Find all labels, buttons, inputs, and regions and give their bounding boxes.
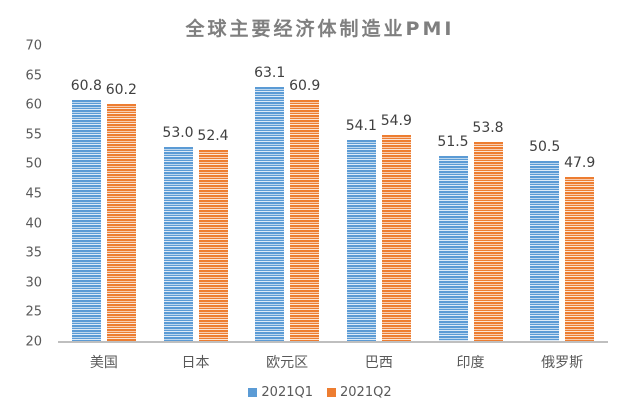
- y-tick-label: 60: [25, 97, 42, 113]
- data-label: 63.1: [254, 64, 286, 81]
- data-label: 51.5: [437, 133, 469, 150]
- legend: 2021Q1 2021Q2: [0, 385, 640, 400]
- bar-2021q1: [163, 146, 193, 342]
- y-tick-label: 30: [25, 275, 42, 291]
- data-label: 60.9: [289, 77, 321, 94]
- y-tick-label: 40: [25, 216, 42, 232]
- bar-2021q1: [346, 140, 376, 342]
- legend-item-q1: 2021Q1: [248, 385, 313, 400]
- x-category-label: 巴西: [364, 355, 393, 371]
- data-label: 54.9: [380, 113, 412, 130]
- y-tick-label: 55: [25, 127, 42, 143]
- y-tick-label: 50: [25, 156, 42, 172]
- bar-2021q2: [290, 99, 320, 342]
- data-label: 60.8: [70, 78, 102, 95]
- bar-2021q2: [473, 141, 503, 342]
- bar-2021q2: [106, 104, 136, 342]
- x-category-label: 俄罗斯: [541, 355, 584, 371]
- chart-title: 全球主要经济体制造业PMI: [185, 18, 455, 40]
- y-tick-label: 20: [25, 334, 42, 350]
- x-axis-line: [58, 341, 608, 343]
- y-tick-label: 45: [25, 186, 42, 202]
- bar-2021q2: [198, 150, 228, 342]
- y-tick-label: 35: [25, 245, 42, 261]
- x-category-label: 印度: [456, 355, 485, 371]
- data-label: 47.9: [564, 154, 596, 171]
- data-label: 53.8: [472, 119, 504, 136]
- data-label: 60.2: [105, 82, 137, 99]
- bar-2021q1: [530, 161, 560, 342]
- bar-2021q2: [381, 135, 411, 342]
- legend-item-q2: 2021Q2: [327, 385, 392, 400]
- bar-2021q2: [565, 176, 595, 342]
- x-category-label: 美国: [89, 355, 118, 371]
- data-label: 52.4: [197, 128, 229, 145]
- legend-swatch-blue-icon: [248, 388, 258, 397]
- y-tick-label: 25: [25, 304, 42, 320]
- y-tick-label: 70: [25, 38, 42, 54]
- legend-label: 2021Q1: [261, 385, 313, 400]
- bar-2021q1: [71, 100, 101, 342]
- data-label: 54.1: [345, 118, 377, 135]
- data-label: 50.5: [529, 139, 561, 156]
- x-category-label: 日本: [181, 355, 210, 371]
- legend-label: 2021Q2: [340, 385, 392, 400]
- legend-swatch-orange-icon: [327, 388, 336, 397]
- bar-2021q1: [438, 155, 468, 342]
- plot-area: 60.8 60.2 53.0 52.4 63.1 60.9 54.1 54.9 51.5 53.8…: [58, 46, 608, 342]
- y-tick-label: 65: [25, 68, 42, 84]
- x-category-label: 欧元区: [266, 355, 309, 371]
- data-label: 53.0: [162, 124, 194, 141]
- bar-2021q1: [255, 86, 285, 342]
